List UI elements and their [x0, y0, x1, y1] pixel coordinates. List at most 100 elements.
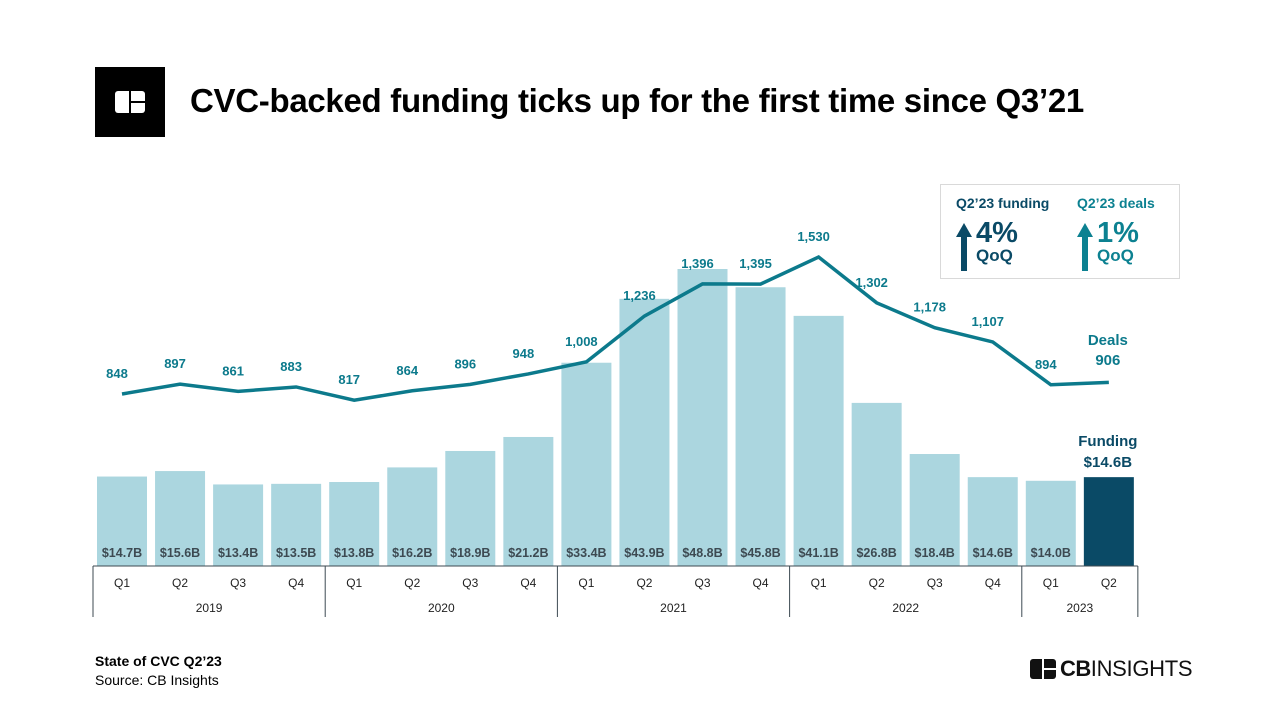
kpi-deals-label: Q2’23 deals: [1077, 195, 1155, 211]
x-tick-label: Q2: [636, 576, 652, 590]
funding-bar-label: $13.8B: [334, 546, 374, 560]
funding-bar: [445, 450, 496, 566]
footer-source: Source: CB Insights: [95, 672, 219, 688]
x-tick-label: Q2: [869, 576, 885, 590]
callouts: Deals 906 Funding $14.6B: [1078, 332, 1137, 471]
kpi-deals-sub: QoQ: [1097, 246, 1134, 265]
funding-bars: [97, 269, 1134, 566]
funding-callout-value: $14.6B: [1084, 454, 1133, 471]
funding-bar-label: $14.6B: [973, 546, 1013, 560]
funding-callout-title: Funding: [1078, 433, 1137, 450]
arrow-up-icon: [1077, 223, 1093, 271]
year-label: 2021: [660, 601, 687, 615]
deals-point-label: 1,107: [971, 314, 1004, 329]
funding-bar: [213, 484, 264, 566]
deals-point-label: 883: [280, 359, 302, 374]
funding-bar: [271, 483, 322, 566]
funding-bar: [793, 315, 844, 566]
x-axis: Q1 Q2 Q3 Q4 Q1 Q2 Q3 Q4 Q1 Q2 Q3 Q4 Q1 Q2 Q3 Q4 Q1 Q2 2019…: [92, 565, 1139, 617]
chart-title: CVC-backed funding ticks up for the firs…: [190, 82, 1084, 119]
year-label: 2020: [428, 601, 455, 615]
deals-point-label: 948: [512, 346, 534, 361]
deals-point-label: 864: [396, 363, 418, 378]
funding-bar-label: $26.8B: [856, 546, 896, 560]
funding-bar-label: $14.0B: [1031, 546, 1071, 560]
x-tick-label: Q1: [578, 576, 594, 590]
year-label: 2022: [892, 601, 919, 615]
funding-bar: [619, 298, 670, 566]
deals-line: [121, 254, 1109, 403]
kpi-funding-label: Q2’23 funding: [956, 195, 1050, 211]
cb-insights-logo-box: [95, 67, 165, 137]
x-tick-label: Q4: [753, 576, 769, 590]
funding-bar-label: $41.1B: [798, 546, 838, 560]
kpi-deals: Q2’23 deals 1% QoQ: [1077, 195, 1155, 271]
x-tick-label: Q3: [462, 576, 478, 590]
cb-insights-logo-icon: [115, 91, 145, 113]
deals-point-label: 896: [454, 356, 476, 371]
kpi-deals-value: 1%: [1097, 217, 1139, 249]
deals-point-label: 817: [338, 372, 360, 387]
funding-bar-label: $18.9B: [450, 546, 490, 560]
funding-bar: [851, 402, 902, 566]
kpi-box: Q2’23 funding 4% QoQ Q2’23 deals 1% QoQ: [940, 184, 1180, 279]
x-tick-label: Q1: [346, 576, 362, 590]
funding-bar: [503, 436, 554, 566]
deals-point-label: 1,530: [797, 229, 830, 244]
deals-point-label: 1,395: [739, 256, 772, 271]
cb-insights-brand: CB INSIGHTS: [1030, 656, 1193, 681]
x-tick-label: Q2: [1101, 576, 1117, 590]
deals-point-label: 1,302: [855, 275, 888, 290]
arrow-up-icon: [956, 223, 972, 271]
x-tick-label: Q3: [230, 576, 246, 590]
footer-report-title: State of CVC Q2’23: [95, 653, 222, 669]
funding-bar-label: $15.6B: [160, 546, 200, 560]
deals-point-label: 848: [106, 366, 128, 381]
deals-point-label: 894: [1035, 357, 1057, 372]
x-tick-label: Q2: [172, 576, 188, 590]
funding-bar: [909, 454, 960, 566]
funding-bar-label: $45.8B: [740, 546, 780, 560]
funding-bar-label: $18.4B: [915, 546, 955, 560]
deals-point-label: 897: [164, 356, 186, 371]
x-tick-label: Q2: [404, 576, 420, 590]
x-tick-label: Q3: [694, 576, 710, 590]
funding-bar: [329, 482, 380, 566]
x-tick-label: Q4: [288, 576, 304, 590]
funding-bar-label: $33.4B: [566, 546, 606, 560]
x-tick-label: Q1: [811, 576, 827, 590]
funding-bar: [735, 287, 786, 566]
funding-bar-label: $13.4B: [218, 546, 258, 560]
funding-bar-label: $14.7B: [102, 546, 142, 560]
kpi-funding: Q2’23 funding 4% QoQ: [956, 195, 1050, 271]
funding-bar: [967, 477, 1018, 566]
kpi-funding-value: 4%: [976, 217, 1018, 249]
deals-callout-value: 906: [1095, 352, 1120, 369]
deals-point-label: 1,008: [565, 334, 598, 349]
x-tick-label: Q1: [1043, 576, 1059, 590]
deals-callout-title: Deals: [1088, 332, 1128, 349]
x-tick-label: Q1: [114, 576, 130, 590]
funding-bar-label: $43.9B: [624, 546, 664, 560]
deals-point-label: 1,178: [913, 300, 946, 315]
funding-bar: [97, 476, 147, 566]
deals-line-group: [121, 254, 1109, 403]
deals-point-labels: 848 897 861 883 817 864 896 948 1,008 1,236 1,396 1…: [106, 229, 1057, 387]
funding-bar-label: $48.8B: [682, 546, 722, 560]
funding-bar: [155, 471, 206, 566]
year-label: 2019: [196, 601, 223, 615]
brand-cb: CB: [1060, 656, 1091, 681]
funding-bar-label: $16.2B: [392, 546, 432, 560]
deals-point-label: 1,236: [623, 288, 656, 303]
funding-bar-labels: $14.7B $15.6B $13.4B $13.5B $13.8B $16.2B $18.…: [102, 546, 1071, 560]
deals-point-label: 861: [222, 363, 244, 378]
kpi-funding-sub: QoQ: [976, 246, 1013, 265]
x-tick-label: Q4: [520, 576, 536, 590]
funding-bar: [387, 467, 438, 566]
brand-insights: INSIGHTS: [1090, 656, 1193, 681]
funding-bar: [1025, 480, 1076, 566]
deals-point-label: 1,396: [681, 256, 714, 271]
funding-bar: [1083, 477, 1134, 566]
cb-insights-mark-icon: [1030, 659, 1056, 679]
